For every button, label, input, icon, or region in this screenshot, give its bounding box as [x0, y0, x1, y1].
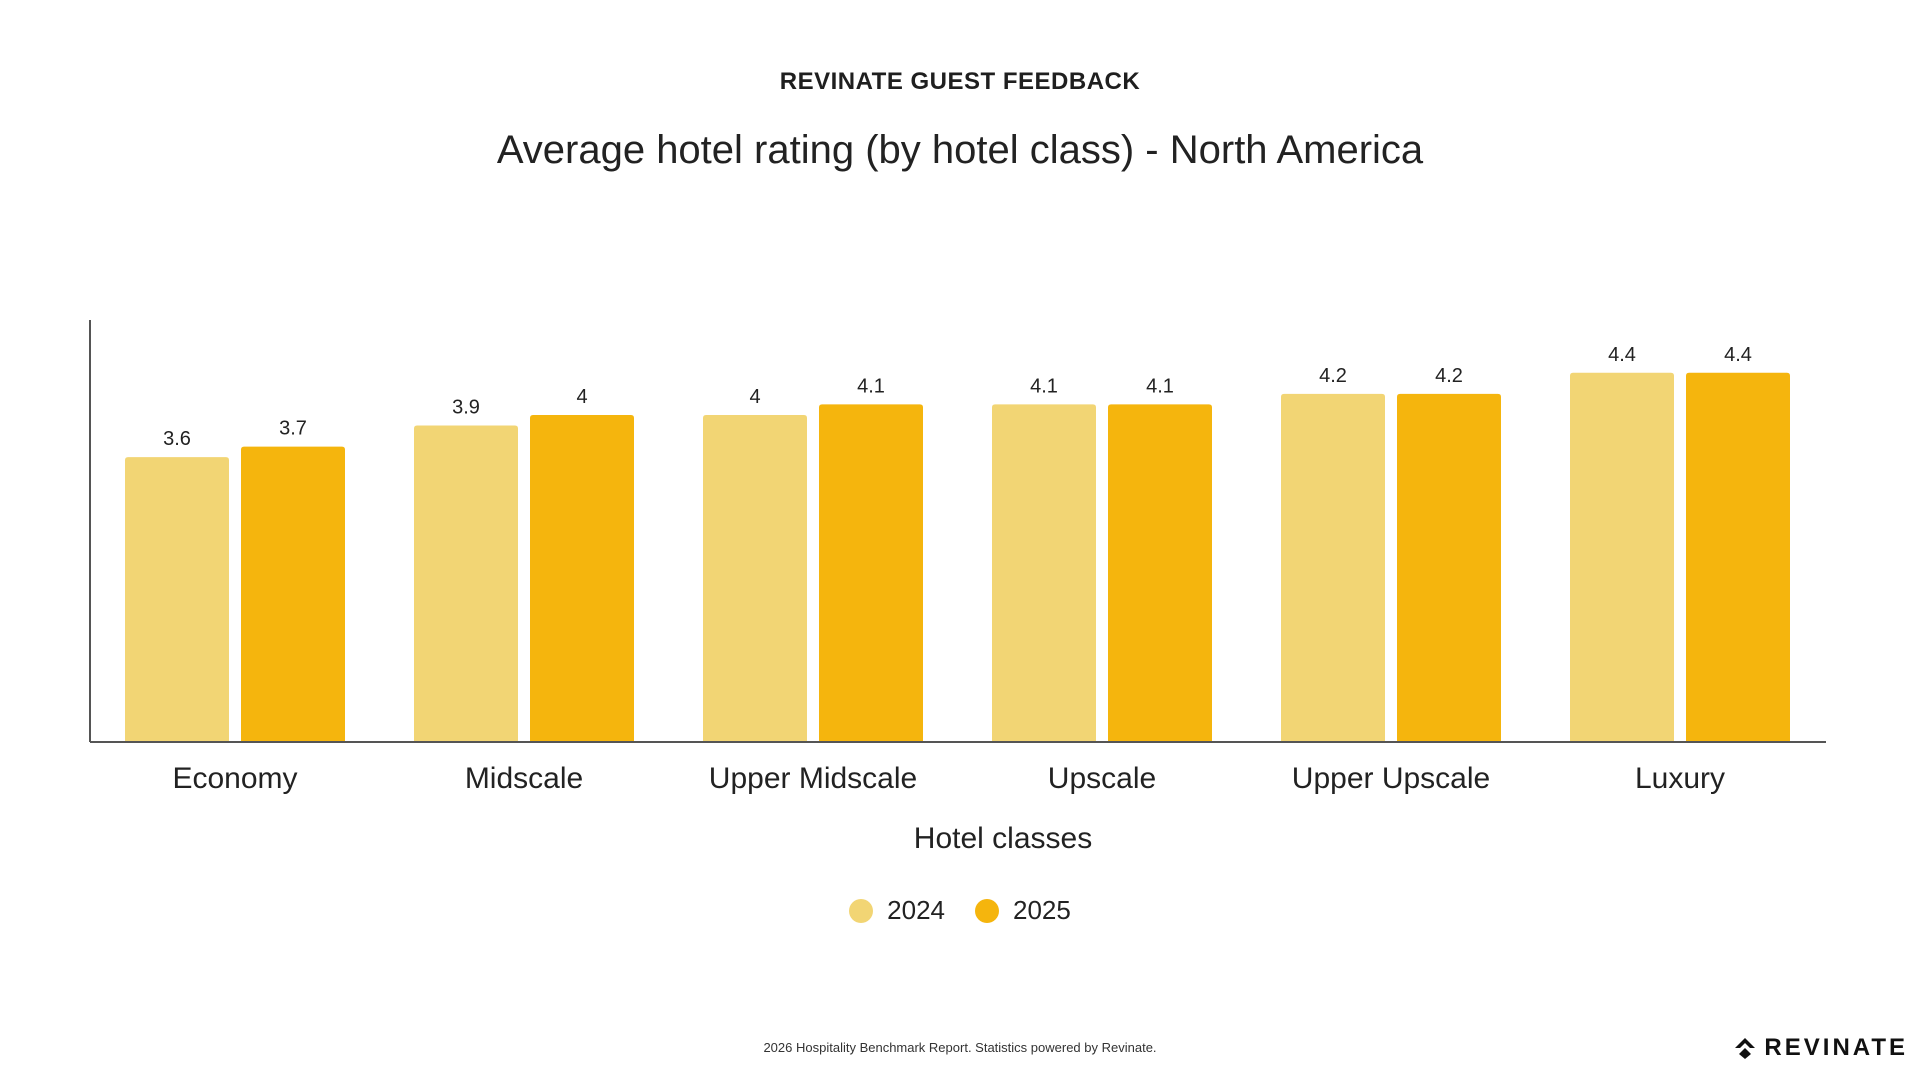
- legend-swatch-2024: [849, 898, 874, 923]
- data-label-luxury-2024: 4.4: [1608, 344, 1636, 366]
- legend-label-2024: 2024: [887, 895, 945, 925]
- bar-upscale-2024[interactable]: [992, 404, 1096, 742]
- x-tick-luxury: Luxury: [1635, 762, 1725, 795]
- footer-note: 2026 Hospitality Benchmark Report. Stati…: [763, 1040, 1157, 1055]
- data-label-upper-upscale-2025: 4.2: [1435, 365, 1463, 387]
- data-label-upper-upscale-2024: 4.2: [1319, 365, 1347, 387]
- bar-economy-2025[interactable]: [241, 446, 345, 742]
- data-label-midscale-2024: 3.9: [452, 397, 480, 419]
- x-tick-midscale: Midscale: [465, 762, 583, 795]
- data-label-upper-midscale-2025: 4.1: [857, 375, 885, 397]
- bar-midscale-2024[interactable]: [414, 425, 518, 743]
- x-tick-upper-upscale: Upper Upscale: [1292, 762, 1490, 795]
- bar-midscale-2025[interactable]: [530, 414, 634, 742]
- bar-upper-midscale-2024[interactable]: [703, 414, 807, 742]
- legend-item-2024[interactable]: 2024: [849, 895, 945, 926]
- data-label-midscale-2025: 4: [576, 386, 587, 408]
- x-tick-upscale: Upscale: [1048, 762, 1156, 795]
- bar-upscale-2025[interactable]: [1108, 404, 1212, 742]
- report-eyebrow: REVINATE GUEST FEEDBACK: [779, 68, 1141, 95]
- bar-upper-upscale-2025[interactable]: [1397, 393, 1501, 742]
- data-label-upscale-2024: 4.1: [1030, 375, 1058, 397]
- bar-upper-midscale-2025[interactable]: [819, 404, 923, 742]
- data-label-upscale-2025: 4.1: [1146, 375, 1174, 397]
- x-axis-title: Hotel classes: [914, 822, 1092, 855]
- data-label-luxury-2025: 4.4: [1724, 344, 1752, 366]
- bar-luxury-2025[interactable]: [1686, 372, 1790, 742]
- x-tick-economy: Economy: [172, 762, 297, 795]
- brand-name: REVINATE: [1764, 1034, 1908, 1061]
- bar-upper-upscale-2024[interactable]: [1281, 393, 1385, 742]
- data-label-economy-2024: 3.6: [163, 428, 191, 450]
- data-label-upper-midscale-2024: 4: [749, 386, 760, 408]
- legend-swatch-2025: [975, 898, 999, 923]
- bar-luxury-2024[interactable]: [1570, 372, 1674, 742]
- brand-logo: REVINATE: [1734, 1034, 1908, 1062]
- revinate-logo-icon: [1735, 1038, 1756, 1059]
- chart-legend: 2024 2025: [0, 895, 1920, 926]
- chart-title: Average hotel rating (by hotel class) - …: [496, 128, 1424, 172]
- x-tick-upper-midscale: Upper Midscale: [709, 762, 917, 795]
- legend-label-2025: 2025: [1013, 895, 1071, 925]
- bar-economy-2024[interactable]: [125, 457, 229, 742]
- legend-item-2025[interactable]: 2025: [975, 895, 1071, 926]
- data-label-economy-2025: 3.7: [279, 418, 307, 440]
